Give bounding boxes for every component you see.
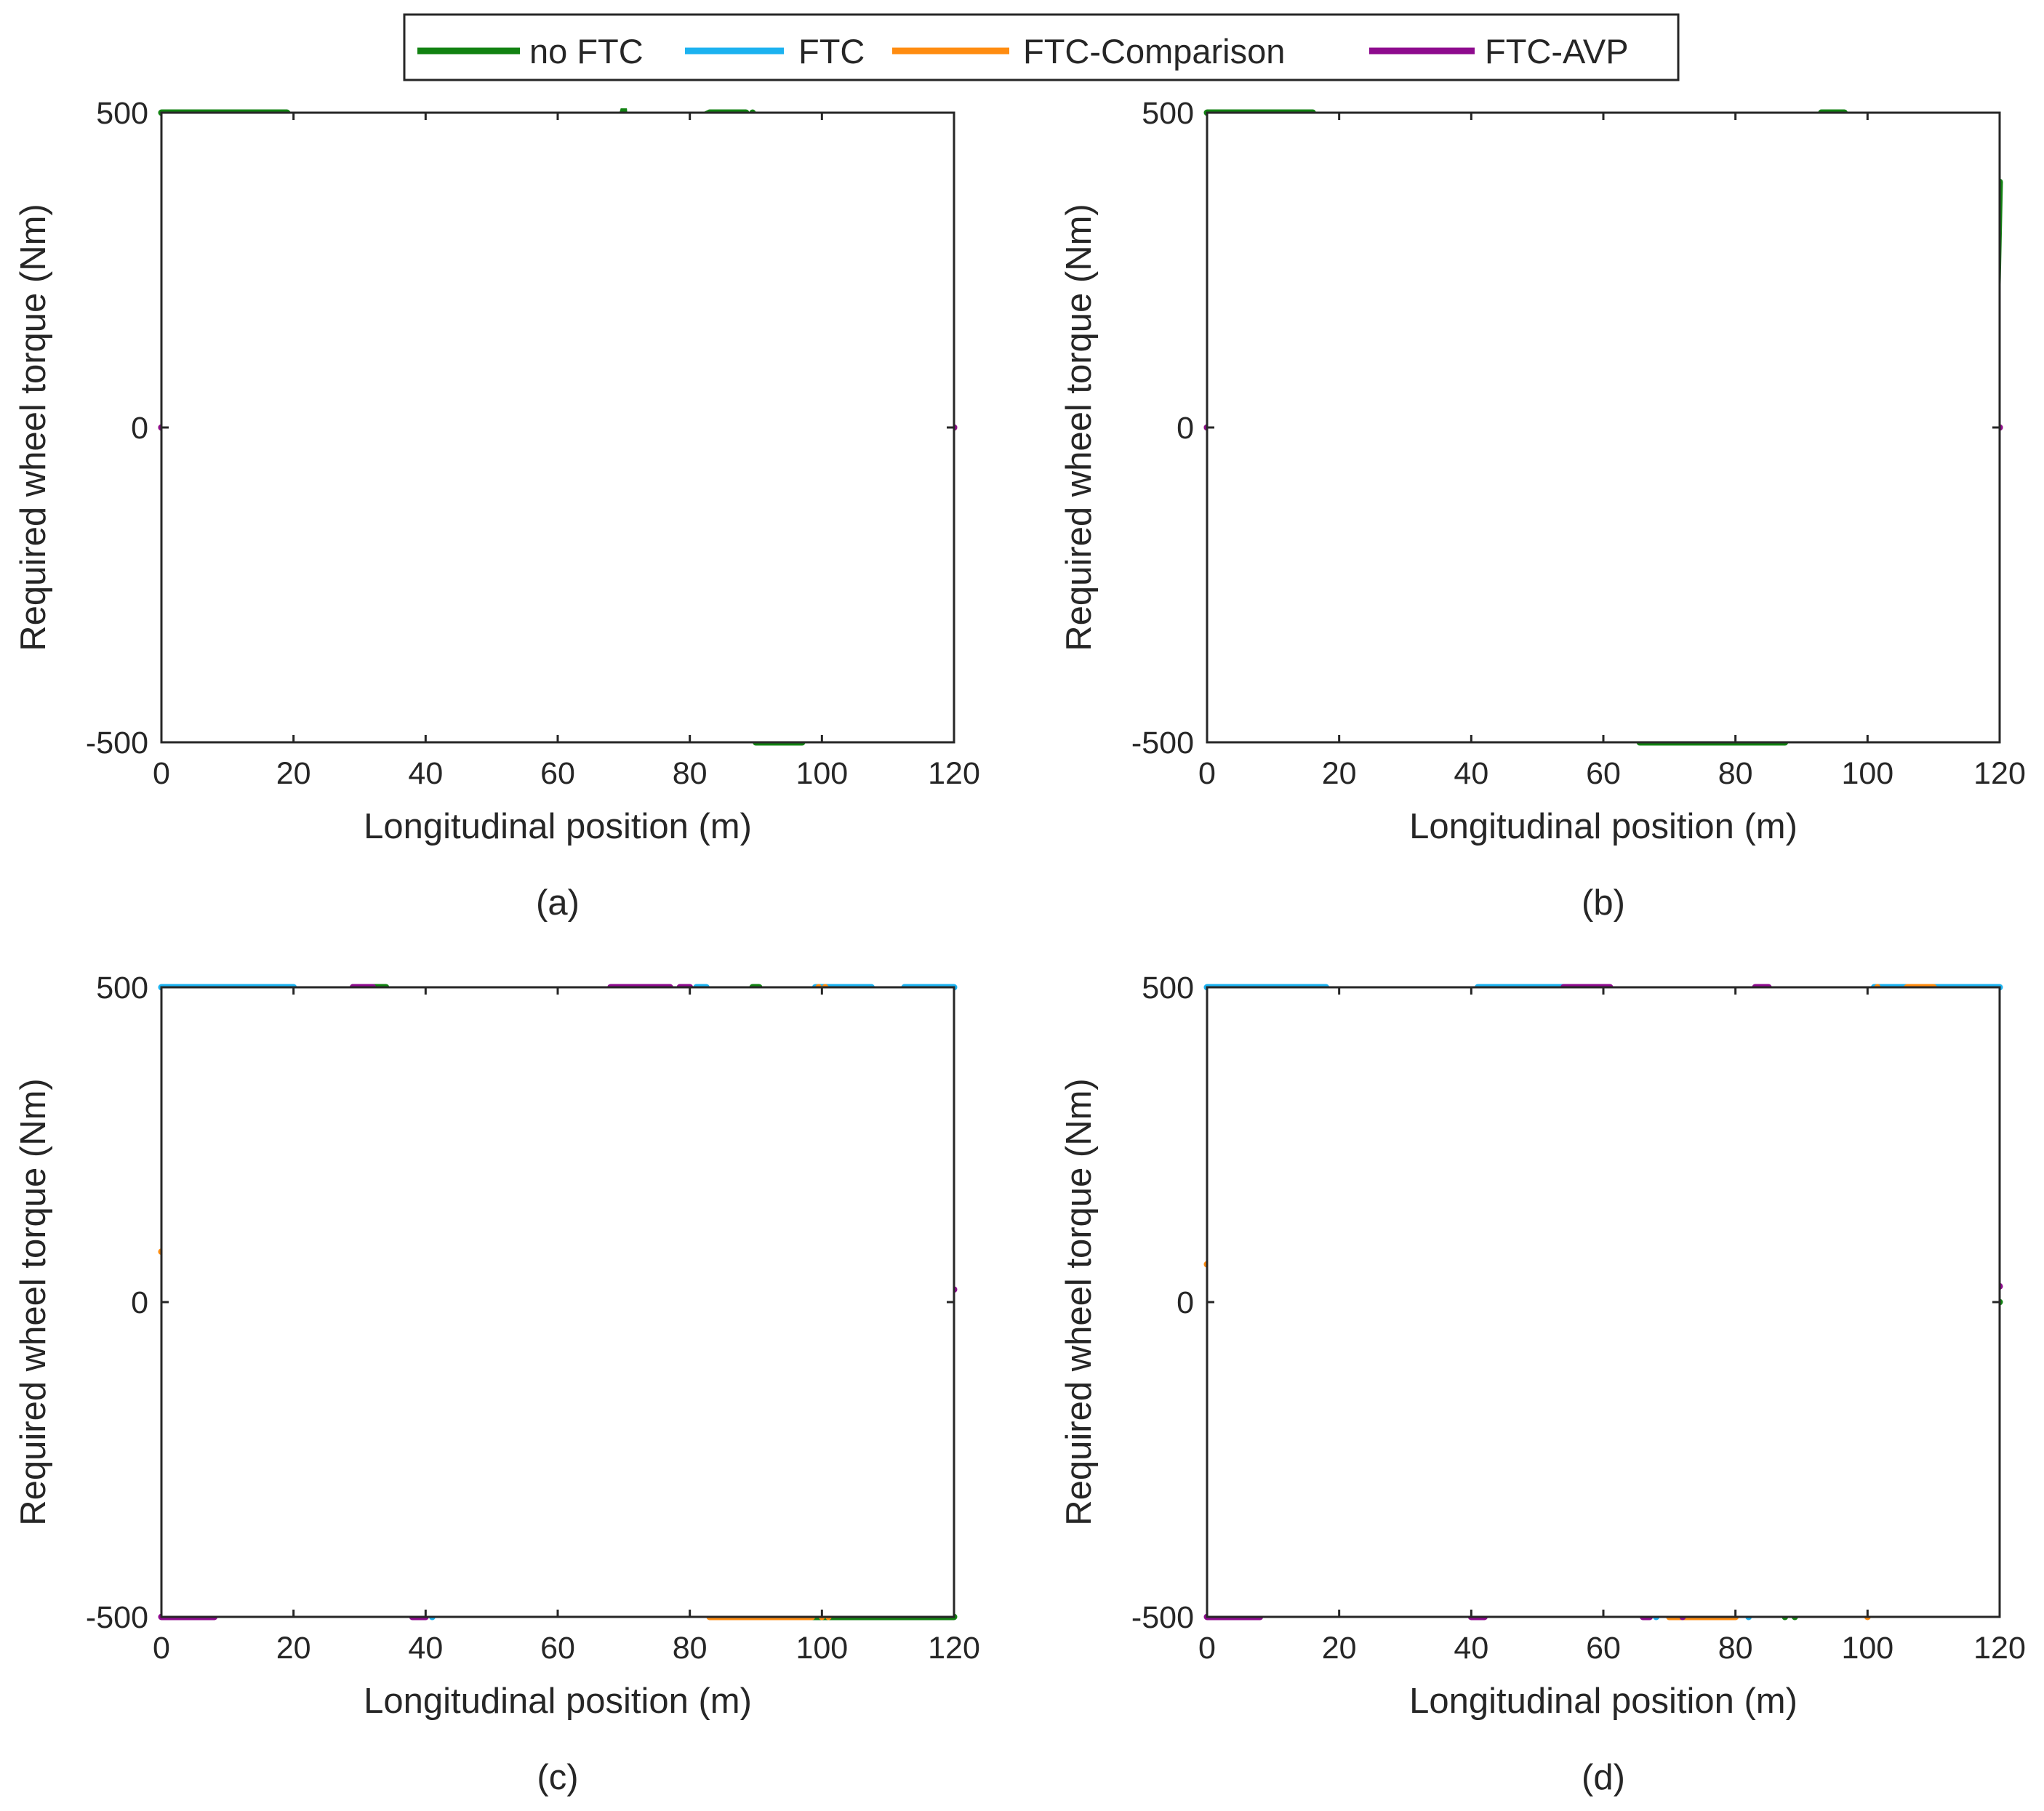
axes-frame: [1206, 986, 2001, 1618]
x-tick-label: 0: [153, 756, 170, 791]
x-tick-label: 40: [408, 1631, 443, 1666]
legend-label-ftc-avp: FTC-AVP: [1485, 32, 1629, 71]
x-tick-label: 100: [795, 756, 848, 791]
x-tick-label: 20: [1322, 756, 1357, 791]
x-tick-label: 120: [1973, 1631, 2026, 1666]
legend-label-ftc: FTC: [798, 32, 865, 71]
x-tick-label: 60: [1586, 1631, 1621, 1666]
x-tick-label: 40: [408, 756, 443, 791]
panel-caption: (d): [1582, 1758, 1625, 1797]
panel-caption: (b): [1582, 883, 1625, 923]
x-tick-label: 120: [928, 1631, 980, 1666]
x-tick-label: 80: [1718, 756, 1753, 791]
x-tick-label: 120: [928, 756, 980, 791]
x-tick-label: 60: [1586, 756, 1621, 791]
y-tick-label: -500: [1131, 1600, 1194, 1635]
x-tick-label: 100: [1841, 1631, 1893, 1666]
y-tick-label: 0: [131, 1285, 148, 1320]
legend-entry-ftc-avp: FTC-AVP: [1369, 32, 1629, 71]
y-axis-label: Required wheel torque (Nm): [14, 204, 53, 651]
legend-entry-ftc: FTC: [685, 32, 865, 71]
legend-box: [403, 13, 1680, 81]
y-axis-label: Required wheel torque (Nm): [1059, 204, 1099, 651]
axes-frame: [1206, 111, 2001, 744]
x-tick-label: 20: [276, 756, 311, 791]
legend-entry-ftc-comparison: FTC-Comparison: [892, 32, 1285, 71]
legend-label-no-ftc: no FTC: [529, 32, 644, 71]
x-tick-label: 80: [673, 756, 708, 791]
y-tick-label: 500: [1142, 96, 1194, 131]
x-axis-label: Longitudinal position (m): [1409, 1682, 1797, 1721]
x-tick-label: 0: [153, 1631, 170, 1666]
x-tick-label: 100: [795, 1631, 848, 1666]
y-tick-label: 500: [96, 971, 148, 1005]
y-tick-label: 0: [131, 411, 148, 446]
x-tick-label: 0: [1198, 756, 1216, 791]
y-tick-label: 0: [1177, 411, 1194, 446]
axes-frame: [160, 986, 955, 1618]
axes-frame: [160, 111, 955, 744]
y-tick-label: -500: [86, 726, 148, 760]
panel-caption: (c): [537, 1758, 578, 1797]
x-tick-label: 60: [540, 756, 575, 791]
x-tick-label: 80: [1718, 1631, 1753, 1666]
y-tick-label: 500: [96, 96, 148, 131]
legend: no FTC FTC FTC-Comparison FTC-AVP: [403, 13, 1680, 81]
x-tick-label: 60: [540, 1631, 575, 1666]
legend-entry-no-ftc: no FTC: [417, 32, 644, 71]
x-axis-label: Longitudinal position (m): [364, 1682, 752, 1721]
x-tick-label: 100: [1841, 756, 1893, 791]
x-tick-label: 120: [1973, 756, 2026, 791]
x-tick-label: 40: [1454, 756, 1488, 791]
panel-caption: (a): [536, 883, 580, 923]
x-tick-label: 0: [1198, 1631, 1216, 1666]
x-axis-label: Longitudinal position (m): [364, 807, 752, 846]
x-tick-label: 20: [1322, 1631, 1357, 1666]
x-axis-label: Longitudinal position (m): [1409, 807, 1797, 846]
y-axis-label: Required wheel torque (Nm): [14, 1078, 53, 1526]
y-tick-label: 500: [1142, 971, 1194, 1005]
x-tick-label: 80: [673, 1631, 708, 1666]
x-tick-label: 20: [276, 1631, 311, 1666]
y-tick-label: -500: [1131, 726, 1194, 760]
y-tick-label: 0: [1177, 1285, 1194, 1320]
legend-label-ftc-comparison: FTC-Comparison: [1023, 32, 1285, 71]
x-tick-label: 40: [1454, 1631, 1488, 1666]
y-axis-label: Required wheel torque (Nm): [1059, 1078, 1099, 1526]
y-tick-label: -500: [86, 1600, 148, 1635]
